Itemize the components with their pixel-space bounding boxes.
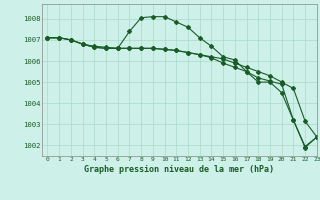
X-axis label: Graphe pression niveau de la mer (hPa): Graphe pression niveau de la mer (hPa) — [84, 165, 274, 174]
